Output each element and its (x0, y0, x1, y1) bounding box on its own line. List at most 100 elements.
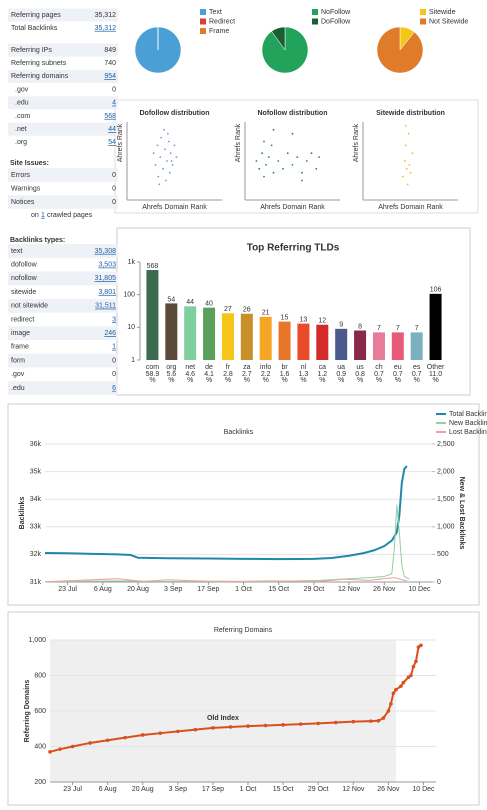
value-label: 27 (224, 306, 232, 313)
row-value[interactable]: 568 (104, 113, 116, 120)
series-point (381, 716, 386, 720)
row-label: .com (15, 113, 30, 120)
row-value[interactable]: 3 (112, 316, 116, 323)
series-line (44, 504, 410, 583)
series-point (228, 725, 233, 729)
scatter-point (160, 136, 163, 139)
legend-swatch (200, 9, 206, 15)
share-label: 58.9 (146, 371, 160, 378)
scatter-point (402, 175, 404, 178)
row-value[interactable]: 35,308 (95, 248, 117, 255)
x-tick-label: 1 Oct (235, 586, 252, 593)
share-label: 4.6 (185, 371, 195, 378)
series-point (411, 664, 416, 669)
x-tick-label: us (356, 364, 364, 371)
x-tick-label: 12 Nov (338, 586, 361, 593)
share-unit: % (319, 377, 325, 384)
share-unit: % (168, 377, 174, 384)
x-tick-label: eu (394, 364, 402, 371)
series-point (389, 702, 393, 706)
share-unit: % (376, 377, 382, 384)
x-tick-label: 15 Oct (268, 586, 289, 593)
row-value[interactable]: 3,801 (98, 289, 116, 296)
value-label: 106 (430, 287, 442, 294)
scatter-point (406, 183, 409, 186)
row-value[interactable]: 4 (112, 100, 116, 107)
y-tick-label: 35k (30, 468, 42, 475)
series-point (193, 727, 198, 732)
x-tick-label: 10 Dec (412, 786, 435, 793)
x-tick-label: 6 Aug (99, 786, 117, 793)
y2-tick-label: 1,000 (437, 524, 455, 531)
crawled-count[interactable]: 1 (41, 212, 45, 219)
bar (221, 313, 234, 360)
row-value[interactable]: 35,312 (95, 25, 117, 32)
row-value[interactable]: 31,511 (95, 303, 116, 310)
distribution-panel (114, 99, 479, 214)
share-unit: % (357, 377, 363, 384)
series-point (394, 687, 398, 692)
y-tick-label: 800 (34, 672, 46, 679)
x-tick-label: es (413, 364, 421, 371)
scatter-point (167, 140, 170, 143)
row-label: .gov (11, 371, 25, 378)
share-label: 0.7 (412, 371, 422, 378)
scatter-point (152, 152, 155, 155)
row-bg (8, 381, 118, 395)
x-axis-label: Ahrefs Domain Rank (260, 204, 325, 211)
share-label: 11.0 (429, 371, 442, 378)
x-tick-label: de (205, 364, 213, 371)
series-point (369, 719, 373, 723)
x-tick-label: Other (427, 364, 445, 371)
series-point (246, 724, 250, 728)
legend-label: DoFollow (321, 18, 351, 25)
row-value[interactable]: 954 (104, 73, 116, 80)
scatter-point (263, 175, 265, 178)
row-value[interactable]: 1 (112, 344, 116, 351)
row-value: 0 (112, 199, 116, 206)
share-label: 0.7 (393, 371, 403, 378)
row-value[interactable]: 54 (108, 139, 116, 146)
scatter-point (154, 164, 157, 166)
row-label: sitewide (11, 289, 36, 296)
chart-title: Top Referring TLDs (247, 243, 340, 254)
share-label: 1.3 (299, 371, 309, 378)
x-tick-label: 20 Aug (132, 786, 154, 793)
row-label: redirect (11, 316, 34, 323)
x-tick-label: 29 Oct (308, 786, 329, 793)
scatter-point (282, 167, 284, 170)
value-label: 40 (205, 301, 213, 308)
y2-tick-label: 1,500 (437, 496, 455, 503)
value-label: 9 (339, 322, 343, 329)
row-value[interactable]: 6 (112, 385, 116, 392)
legend-label: Text (209, 9, 222, 16)
y-tick-label: 33k (30, 524, 42, 531)
section-title: Site Issues: (10, 160, 49, 167)
chart-title: Referring Domains (214, 627, 273, 634)
row-value: 0 (112, 172, 116, 179)
scatter-point (165, 179, 167, 182)
row-value[interactable]: 44 (108, 126, 116, 133)
scatter-point (270, 144, 273, 147)
row-value: 0 (112, 86, 116, 93)
legend-swatch (312, 9, 318, 15)
share-unit: % (338, 377, 344, 384)
legend-label: Frame (209, 28, 229, 35)
crawled-suffix: crawled pages (47, 212, 93, 219)
row-value[interactable]: 246 (104, 330, 116, 337)
annotation: Old Index (207, 715, 239, 722)
plot-title: Dofollow distribution (140, 110, 210, 117)
series-point (376, 718, 381, 723)
row-value[interactable]: 31,805 (95, 275, 117, 282)
row-value[interactable]: 3,503 (98, 262, 116, 269)
legend-label: NoFollow (321, 9, 351, 16)
scatter-point (158, 183, 161, 186)
scatter-point (175, 156, 178, 159)
row-bg (8, 168, 118, 182)
share-unit: % (263, 377, 269, 384)
row-bg (8, 122, 118, 136)
bar (391, 332, 404, 360)
y-tick-label: 32k (30, 551, 42, 558)
share-unit: % (225, 377, 231, 384)
